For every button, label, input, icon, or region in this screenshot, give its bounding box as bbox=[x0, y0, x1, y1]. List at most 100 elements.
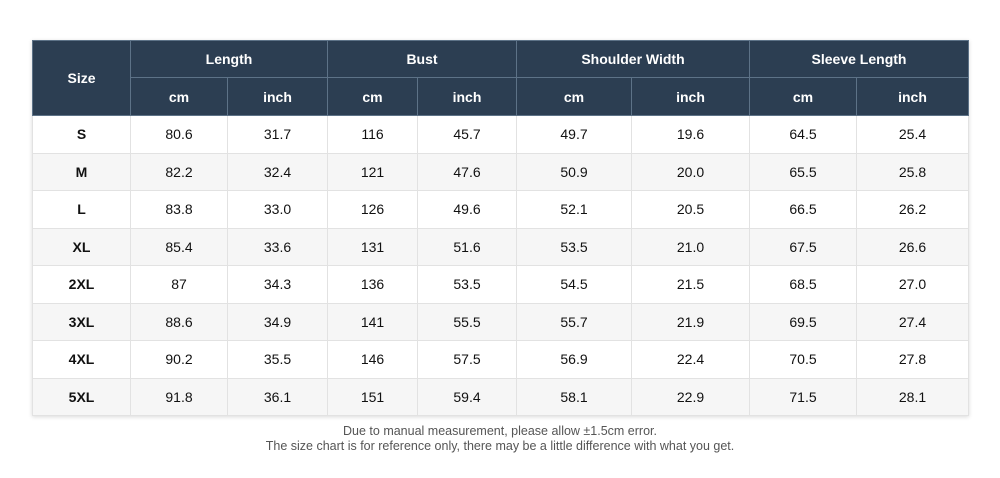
measurement-cell: 27.8 bbox=[855, 340, 970, 379]
table-row: 5XL 91.8 36.1 151 59.4 58.1 22.9 71.5 28.1 bbox=[32, 377, 970, 416]
size-chart-notes: Due to manual measurement, please allow … bbox=[0, 424, 1000, 454]
measurement-cell: 28.1 bbox=[855, 377, 970, 416]
measurement-cell: 58.1 bbox=[516, 377, 632, 416]
measurement-cell: 21.5 bbox=[631, 265, 750, 304]
sleeve-cm-header: cm bbox=[749, 77, 857, 116]
measurement-cell: 146 bbox=[327, 340, 418, 379]
measurement-cell: 33.6 bbox=[227, 227, 328, 266]
measurement-cell: 64.5 bbox=[749, 115, 857, 154]
bust-inch-header: inch bbox=[417, 77, 517, 116]
size-cell: S bbox=[32, 115, 131, 154]
measurement-cell: 85.4 bbox=[130, 227, 228, 266]
measurement-cell: 71.5 bbox=[749, 377, 857, 416]
measurement-cell: 34.3 bbox=[227, 265, 328, 304]
measurement-cell: 54.5 bbox=[516, 265, 632, 304]
size-column-header: Size bbox=[32, 40, 131, 116]
measurement-cell: 25.8 bbox=[855, 152, 970, 191]
measurement-cell: 131 bbox=[327, 227, 418, 266]
length-header: Length bbox=[130, 40, 328, 78]
measurement-cell: 56.9 bbox=[516, 340, 632, 379]
measurement-cell: 27.0 bbox=[855, 265, 970, 304]
measurement-cell: 36.1 bbox=[227, 377, 328, 416]
header-units-row: cm inch cm inch cm inch cm inch bbox=[33, 77, 970, 116]
size-cell: XL bbox=[32, 227, 131, 266]
measurement-cell: 22.9 bbox=[631, 377, 750, 416]
measurement-cell: 66.5 bbox=[749, 190, 857, 229]
measurement-cell: 80.6 bbox=[130, 115, 228, 154]
table-row: XL 85.4 33.6 131 51.6 53.5 21.0 67.5 26.6 bbox=[32, 227, 970, 266]
measurement-cell: 31.7 bbox=[227, 115, 328, 154]
size-chart: Size Length Bust Shoulder Width Sleeve L… bbox=[32, 40, 970, 416]
size-cell: M bbox=[32, 152, 131, 191]
length-inch-header: inch bbox=[227, 77, 328, 116]
measurement-cell: 83.8 bbox=[130, 190, 228, 229]
measurement-cell: 26.6 bbox=[855, 227, 970, 266]
table-row: M 82.2 32.4 121 47.6 50.9 20.0 65.5 25.8 bbox=[32, 152, 970, 191]
measurement-cell: 52.1 bbox=[516, 190, 632, 229]
bust-header: Bust bbox=[327, 40, 517, 78]
sleeve-length-header: Sleeve Length bbox=[748, 40, 970, 78]
size-table-body: S 80.6 31.7 116 45.7 49.7 19.6 64.5 25.4 M 82.2 32.… bbox=[32, 115, 970, 416]
measurement-cell: 53.5 bbox=[516, 227, 632, 266]
measurement-cell: 53.5 bbox=[417, 265, 517, 304]
measurement-cell: 116 bbox=[327, 115, 418, 154]
size-chart-table: Size Length Bust Shoulder Width Sleeve L… bbox=[32, 40, 970, 416]
measurement-cell: 70.5 bbox=[749, 340, 857, 379]
measurement-cell: 91.8 bbox=[130, 377, 228, 416]
measurement-cell: 151 bbox=[327, 377, 418, 416]
measurement-cell: 47.6 bbox=[417, 152, 517, 191]
bust-cm-header: cm bbox=[327, 77, 418, 116]
measurement-cell: 51.6 bbox=[417, 227, 517, 266]
measurement-cell: 45.7 bbox=[417, 115, 517, 154]
measurement-cell: 121 bbox=[327, 152, 418, 191]
measurement-cell: 68.5 bbox=[749, 265, 857, 304]
measurement-cell: 67.5 bbox=[749, 227, 857, 266]
table-row: 4XL 90.2 35.5 146 57.5 56.9 22.4 70.5 27.8 bbox=[32, 340, 970, 379]
measurement-cell: 55.5 bbox=[417, 302, 517, 341]
table-row: S 80.6 31.7 116 45.7 49.7 19.6 64.5 25.4 bbox=[32, 115, 970, 154]
measurement-cell: 59.4 bbox=[417, 377, 517, 416]
size-cell: 5XL bbox=[32, 377, 131, 416]
measurement-cell: 49.7 bbox=[516, 115, 632, 154]
measurement-cell: 26.2 bbox=[855, 190, 970, 229]
measurement-cell: 20.5 bbox=[631, 190, 750, 229]
measurement-cell: 34.9 bbox=[227, 302, 328, 341]
measurement-cell: 57.5 bbox=[417, 340, 517, 379]
size-cell: 3XL bbox=[32, 302, 131, 341]
measurement-cell: 87 bbox=[130, 265, 228, 304]
measurement-cell: 90.2 bbox=[130, 340, 228, 379]
table-row: 2XL 87 34.3 136 53.5 54.5 21.5 68.5 27.0 bbox=[32, 265, 970, 304]
measurement-cell: 69.5 bbox=[749, 302, 857, 341]
sleeve-inch-header: inch bbox=[855, 77, 970, 116]
measurement-cell: 32.4 bbox=[227, 152, 328, 191]
header-group-row: Size Length Bust Shoulder Width Sleeve L… bbox=[32, 40, 970, 116]
table-row: L 83.8 33.0 126 49.6 52.1 20.5 66.5 26.2 bbox=[32, 190, 970, 229]
measurement-cell: 21.9 bbox=[631, 302, 750, 341]
measurement-cell: 35.5 bbox=[227, 340, 328, 379]
measurement-cell: 19.6 bbox=[631, 115, 750, 154]
measurement-cell: 25.4 bbox=[855, 115, 970, 154]
measurement-cell: 55.7 bbox=[516, 302, 632, 341]
reference-note: The size chart is for reference only, th… bbox=[265, 439, 735, 453]
shoulder-width-header: Shoulder Width bbox=[516, 40, 750, 78]
measurement-cell: 88.6 bbox=[130, 302, 228, 341]
measurement-cell: 65.5 bbox=[749, 152, 857, 191]
table-row: 3XL 88.6 34.9 141 55.5 55.7 21.9 69.5 27.4 bbox=[32, 302, 970, 341]
measurement-cell: 22.4 bbox=[631, 340, 750, 379]
length-cm-header: cm bbox=[130, 77, 228, 116]
measurement-cell: 50.9 bbox=[516, 152, 632, 191]
measurement-cell: 49.6 bbox=[417, 190, 517, 229]
measurement-cell: 126 bbox=[327, 190, 418, 229]
measurement-cell: 27.4 bbox=[855, 302, 970, 341]
measurement-cell: 141 bbox=[327, 302, 418, 341]
measurement-cell: 136 bbox=[327, 265, 418, 304]
shoulder-inch-header: inch bbox=[631, 77, 750, 116]
measurement-cell: 21.0 bbox=[631, 227, 750, 266]
measurement-cell: 82.2 bbox=[130, 152, 228, 191]
measurement-note: Due to manual measurement, please allow … bbox=[343, 424, 657, 438]
shoulder-cm-header: cm bbox=[516, 77, 632, 116]
measurement-cell: 20.0 bbox=[631, 152, 750, 191]
size-cell: 2XL bbox=[32, 265, 131, 304]
size-cell: L bbox=[32, 190, 131, 229]
size-cell: 4XL bbox=[32, 340, 131, 379]
